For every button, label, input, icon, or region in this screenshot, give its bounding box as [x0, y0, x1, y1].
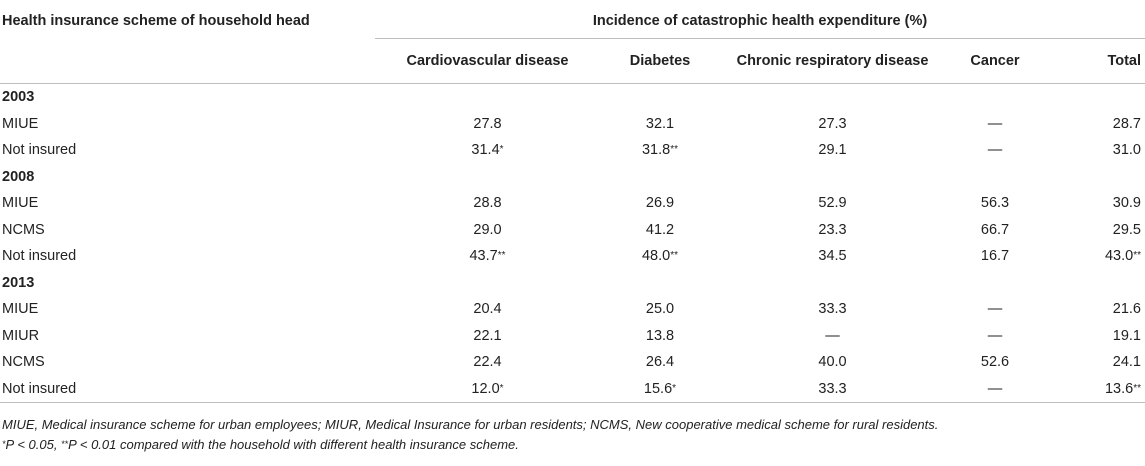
- year-row: 2003: [0, 84, 1145, 111]
- value-cell: 28.8: [473, 195, 502, 212]
- value-cell: 31.0: [1112, 142, 1141, 159]
- value-cell: 29.5: [1112, 221, 1141, 238]
- col-header: Cancer: [945, 38, 1045, 84]
- year-row: 2008: [0, 164, 1145, 191]
- value-cell: 66.7: [980, 221, 1010, 238]
- value-cell: 27.3: [818, 115, 847, 132]
- value-cell: —: [987, 115, 1003, 132]
- table-body: 2003 MIUE 27.8 32.1 27.3 — 28.7 Not insured 31.4…: [0, 84, 1145, 403]
- row-label: Not insured: [2, 142, 77, 159]
- value-cell: —: [825, 327, 840, 344]
- value-cell: 40.0: [818, 354, 847, 371]
- table-row: MIUR 22.1 13.8 — — 19.1: [0, 323, 1145, 350]
- year-label: 2003: [2, 89, 35, 106]
- value-cell: 33.3: [720, 375, 945, 403]
- value-cell: 26.4: [645, 354, 675, 371]
- value-cell: 16.7: [980, 248, 1010, 265]
- value-cell: —: [987, 301, 1003, 318]
- table-row: Not insured 12.0* 15.6* 33.3—13.6**: [0, 375, 1145, 403]
- significance-note: *P < 0.05, **P < 0.01 compared with the …: [2, 437, 519, 452]
- value-cell: 26.9: [645, 195, 675, 212]
- year-label: 2013: [2, 274, 35, 291]
- row-label: MIUE: [2, 301, 39, 318]
- header-incidence: Incidence of catastrophic health expendi…: [375, 4, 1145, 39]
- value-cell: 25.0: [645, 301, 675, 318]
- table-row: MIUE 28.8 26.9 52.9 56.3 30.9: [0, 190, 1145, 217]
- value-cell: 52.9: [818, 195, 847, 212]
- header-row-columns: Cardiovascular disease Diabetes Chronic …: [0, 38, 1145, 84]
- table-figure: Health insurance scheme of household hea…: [0, 4, 1145, 455]
- header-row-group: Health insurance scheme of household hea…: [0, 4, 1145, 39]
- year-row: 2013: [0, 270, 1145, 297]
- row-label: NCMS: [2, 221, 45, 238]
- value-cell: 20.4: [473, 301, 502, 318]
- table-row: Not insured 31.4* 31.8** 29.1 — 31.0: [0, 137, 1145, 164]
- row-label: NCMS: [2, 354, 45, 371]
- table-row: NCMS 29.0 41.2 23.3 66.7 29.5: [0, 217, 1145, 244]
- value-cell: 29.0: [473, 221, 502, 238]
- expenditure-table: Health insurance scheme of household hea…: [0, 4, 1145, 403]
- header-scheme: Health insurance scheme of household hea…: [2, 13, 310, 30]
- value-cell: 52.6: [980, 354, 1010, 371]
- value-cell: 34.5: [818, 248, 847, 265]
- value-cell: 15.6*: [600, 375, 720, 403]
- header-blank: [0, 38, 375, 84]
- value-cell: 33.3: [818, 301, 847, 318]
- value-cell: —: [945, 375, 1045, 403]
- row-label: MIUR: [2, 327, 40, 344]
- row-label: MIUE: [2, 115, 39, 132]
- value-cell: 32.1: [645, 115, 675, 132]
- col-header: Chronic respiratory disease: [720, 38, 945, 84]
- value-cell: 19.1: [1112, 327, 1141, 344]
- table-row: MIUE 27.8 32.1 27.3 — 28.7: [0, 111, 1145, 138]
- value-cell: 43.0**: [1104, 248, 1141, 265]
- value-cell: —: [987, 142, 1003, 159]
- value-cell: 21.6: [1112, 301, 1141, 318]
- value-cell: 29.1: [818, 142, 847, 159]
- col-header: Total: [1045, 38, 1145, 84]
- table-row: NCMS 22.4 26.4 40.0 52.6 24.1: [0, 349, 1145, 376]
- value-cell: 12.0*: [375, 375, 600, 403]
- value-cell: 13.6**: [1045, 375, 1145, 403]
- row-label: MIUE: [2, 195, 39, 212]
- value-cell: 31.8**: [641, 142, 679, 159]
- value-cell: 13.8: [645, 327, 675, 344]
- value-cell: 31.4*: [471, 142, 504, 159]
- row-label: Not insured: [2, 248, 77, 265]
- table-row: MIUE 20.4 25.0 33.3 — 21.6: [0, 296, 1145, 323]
- value-cell: 56.3: [980, 195, 1010, 212]
- value-cell: 24.1: [1112, 354, 1141, 371]
- value-cell: 30.9: [1112, 195, 1141, 212]
- abbreviation-note: MIUE, Medical insurance scheme for urban…: [2, 417, 939, 432]
- value-cell: —: [987, 327, 1003, 344]
- value-cell: 28.7: [1112, 115, 1141, 132]
- value-cell: 27.8: [473, 115, 502, 132]
- value-cell: 22.1: [473, 327, 502, 344]
- value-cell: 43.7**: [469, 248, 506, 265]
- value-cell: 41.2: [645, 221, 675, 238]
- col-header: Cardiovascular disease: [375, 38, 600, 84]
- table-notes: MIUE, Medical insurance scheme for urban…: [0, 415, 1145, 455]
- value-cell: 23.3: [818, 221, 847, 238]
- col-header: Diabetes: [600, 38, 720, 84]
- row-label: Not insured: [0, 375, 375, 403]
- value-cell: 48.0**: [641, 248, 679, 265]
- table-row: Not insured 43.7** 48.0** 34.5 16.7 43.0**: [0, 243, 1145, 270]
- value-cell: 22.4: [473, 354, 502, 371]
- year-label: 2008: [2, 168, 35, 185]
